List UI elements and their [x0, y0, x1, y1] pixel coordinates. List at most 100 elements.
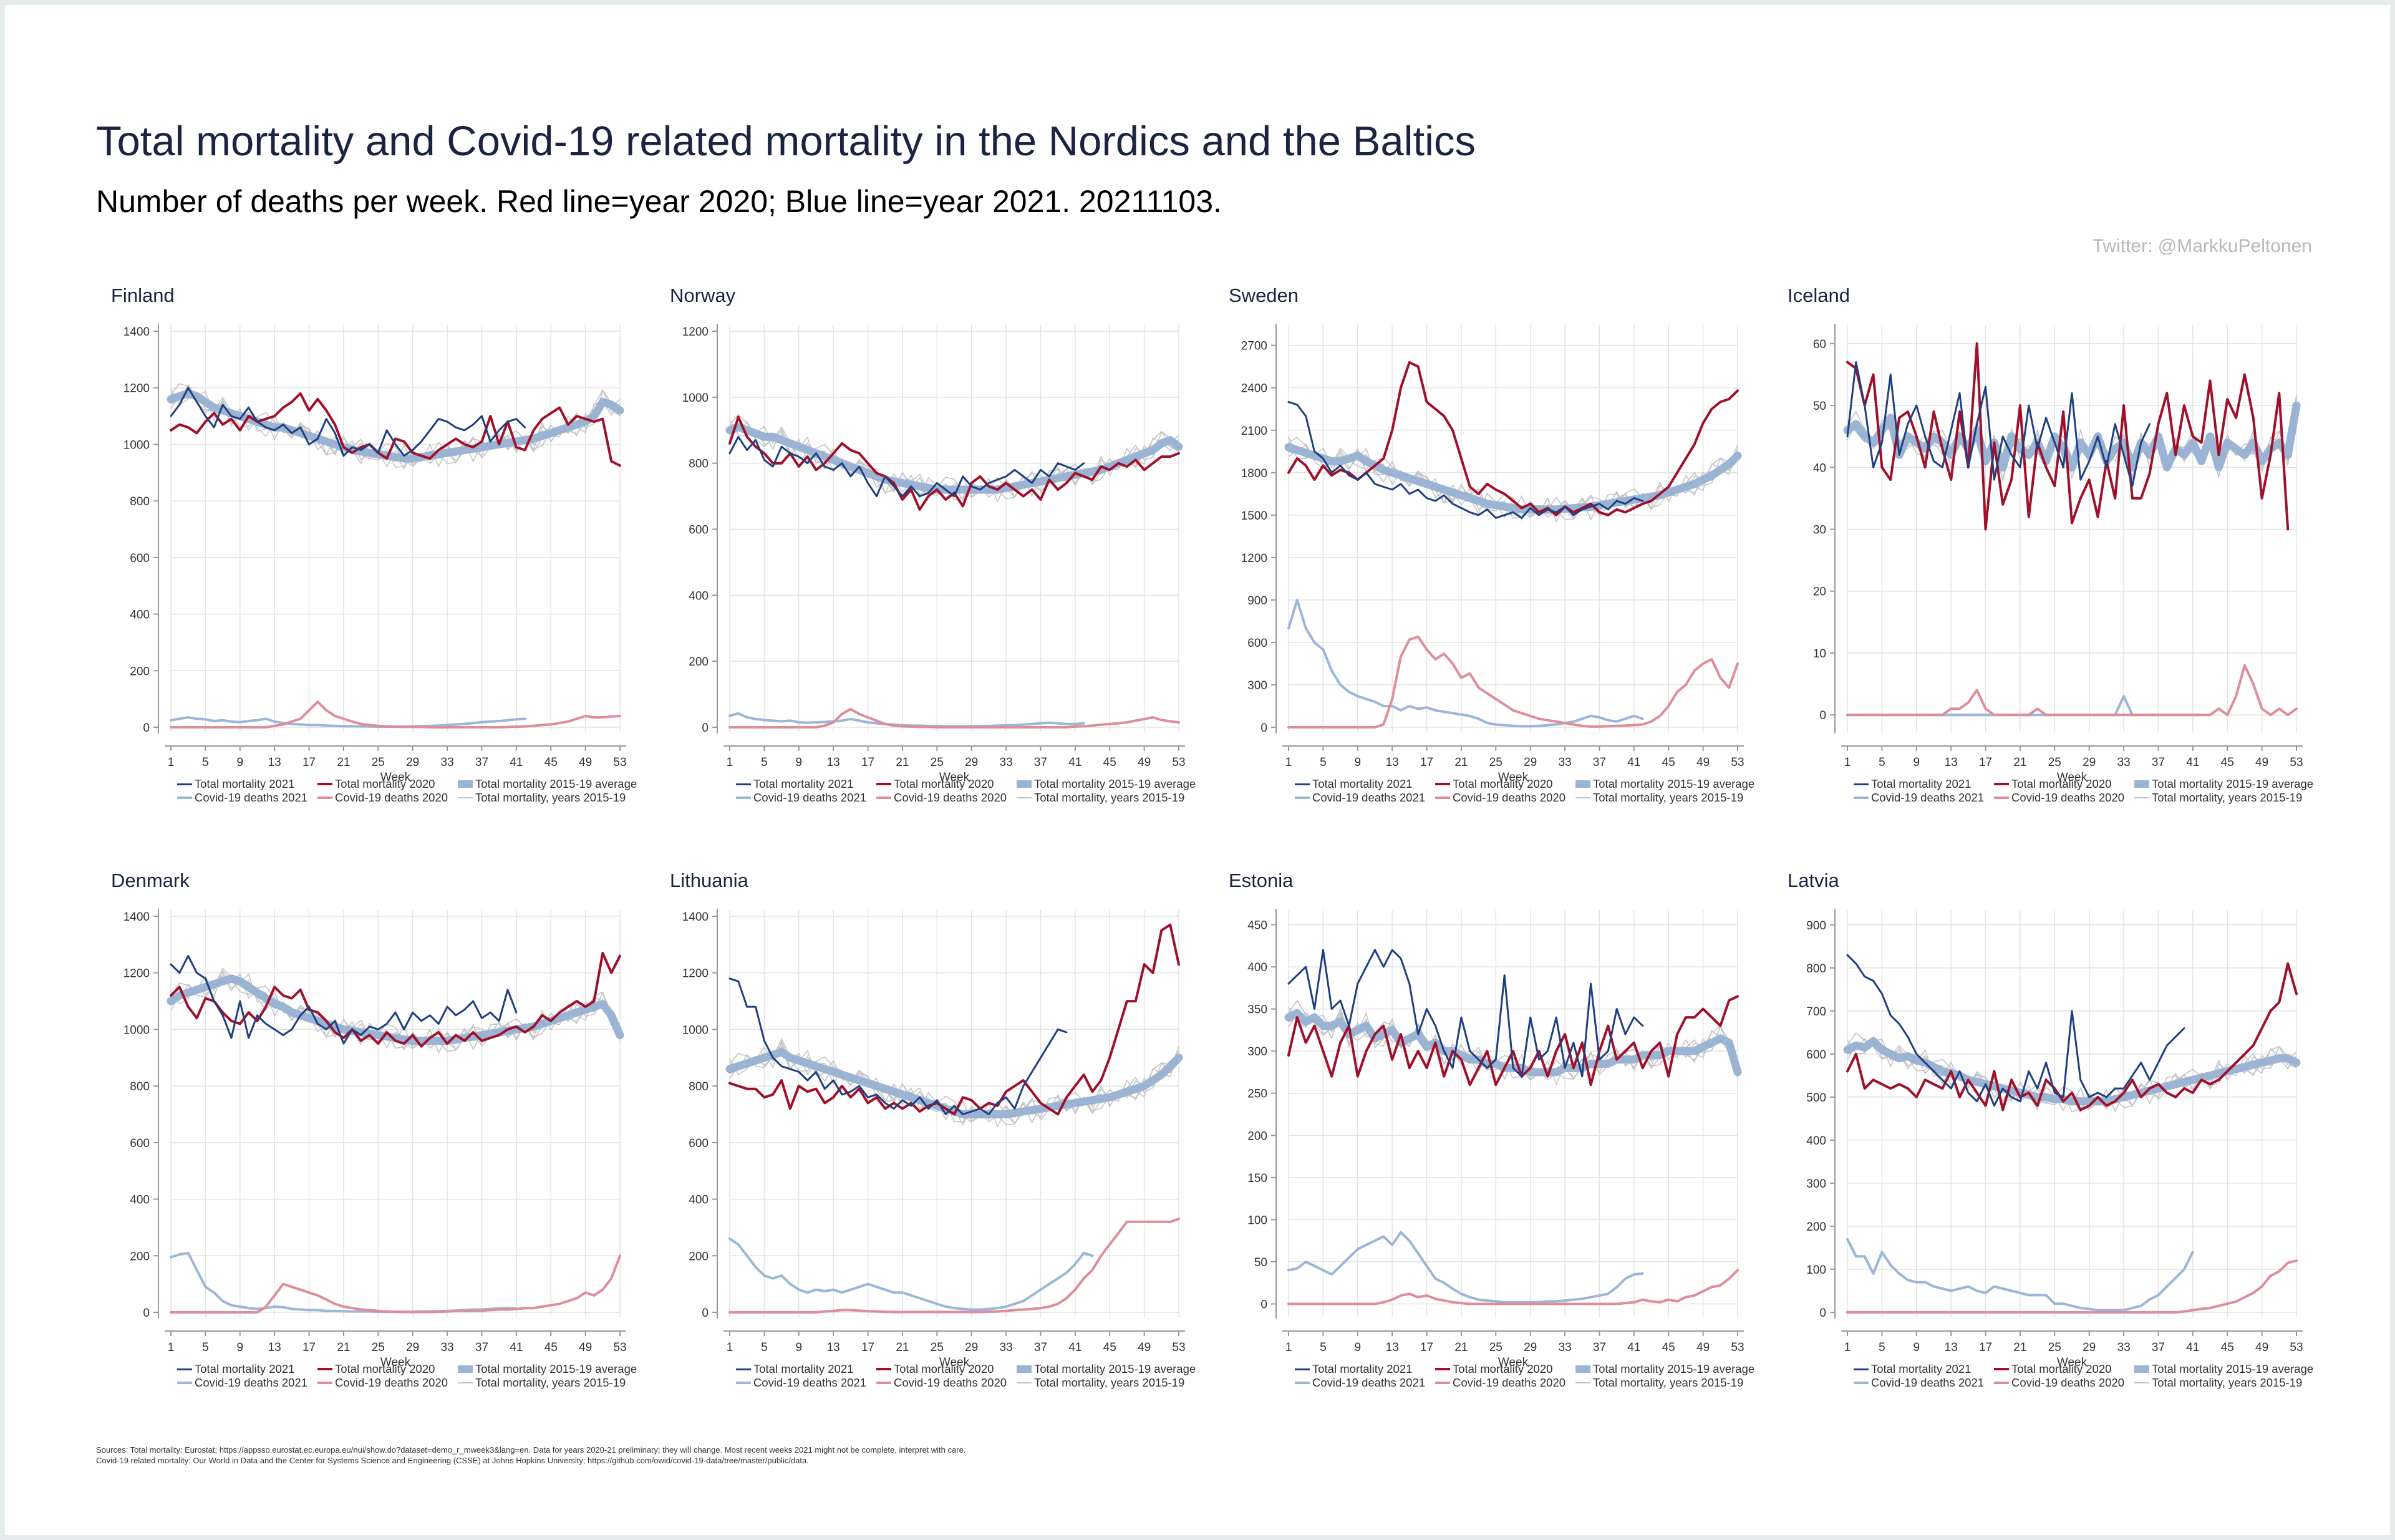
line-year-2015-19	[1288, 437, 1738, 520]
line-year-2015-19	[170, 976, 621, 1052]
chart-title: Norway	[670, 284, 736, 306]
axes: 0 200 400 600 800 1000 1200 1400 1 5 9 13 17 21 25 29 33…	[123, 909, 627, 1369]
legend-label: Total mortality 2015-19 average	[1593, 1362, 1755, 1375]
x-axis-label: Week	[1498, 1356, 1529, 1369]
y-tick-label: 800	[689, 458, 709, 471]
chart-panel-latvia: 0 100 200 300 400 500 600 700 800 900 1 5 9 13 17 21 25 2…	[1773, 869, 2321, 1412]
x-tick-label: 13	[268, 756, 281, 769]
x-tick-label: 29	[2083, 1341, 2096, 1354]
series-line-total-mortality-2015-19-average	[167, 389, 624, 463]
x-tick-label: 21	[1454, 1341, 1468, 1354]
x-tick-label: 1	[168, 756, 175, 769]
series-line-covid-19-deaths-2021	[728, 1237, 1094, 1311]
legend-swatch	[1994, 1382, 2009, 1384]
chart-legend: Total mortality 2021 Total mortality 2020…	[177, 777, 651, 805]
legend-swatch	[736, 1368, 751, 1370]
y-tick-label: 0	[1260, 1298, 1267, 1311]
legend-item-covid-2020: Covid-19 deaths 2020	[317, 791, 458, 805]
x-tick-label: 49	[1138, 1341, 1151, 1354]
legend-label: Covid-19 deaths 2021	[195, 1376, 308, 1389]
legend-row: Total mortality 2021 Total mortality 2020…	[1854, 1362, 2328, 1376]
x-tick-label: 49	[1696, 1341, 1710, 1354]
series-line-total-mortality-2021	[170, 387, 526, 457]
legend-swatch	[1435, 1382, 1450, 1384]
legend-item-avg-2015-19: Total mortality 2015-19 average	[2134, 1362, 2328, 1376]
legend-swatch	[317, 783, 332, 785]
chart-svg-latvia: 0 100 200 300 400 500 600 700 800 900 1 5 9 13 17 21 25 2…	[1806, 909, 2303, 1369]
series-line-covid-19-deaths-2020	[170, 1254, 621, 1314]
series-line-total-mortality-2020	[170, 952, 621, 1048]
legend-item-covid-2020: Covid-19 deaths 2020	[1994, 1376, 2134, 1390]
x-tick-label: 21	[2013, 756, 2026, 769]
x-tick-label: 53	[1731, 1341, 1744, 1354]
y-tick-label: 1000	[123, 1024, 150, 1037]
legend-item-covid-2021: Covid-19 deaths 2021	[1854, 791, 1994, 805]
gridlines	[1847, 325, 2297, 732]
series-line-covid-19-deaths-2021	[1287, 1231, 1644, 1304]
legend-label: Covid-19 deaths 2020	[1453, 791, 1566, 804]
legend-label: Total mortality 2021	[195, 1362, 295, 1375]
line-year-2015-19	[729, 414, 1179, 500]
legend-swatch	[876, 797, 891, 799]
x-tick-label: 9	[795, 756, 802, 769]
x-tick-label: 45	[2221, 756, 2234, 769]
series-line-covid-19-deaths-2020	[728, 707, 1180, 729]
legend-item-covid-2021: Covid-19 deaths 2021	[736, 791, 876, 805]
x-tick-label: 25	[931, 1341, 944, 1354]
legend-label: Total mortality 2015-19 average	[475, 1362, 637, 1375]
y-tick-label: 350	[1247, 1004, 1267, 1017]
chart-panel-denmark: 0 200 400 600 800 1000 1200 1400 1 5 9 13 17 21 25 29 33…	[96, 869, 645, 1412]
y-tick-label: 1800	[1241, 467, 1267, 480]
legend-swatch	[1575, 1382, 1590, 1383]
legend-swatch	[1295, 1368, 1310, 1370]
y-tick-label: 200	[130, 1250, 150, 1263]
line-year-2015-19	[729, 1047, 1179, 1126]
page-title: Total mortality and Covid-19 related mor…	[96, 118, 1476, 165]
x-tick-label: 9	[1913, 756, 1920, 769]
x-tick-label: 37	[475, 756, 488, 769]
y-tick-label: 50	[1254, 1256, 1267, 1269]
legend-item-years-2015-19: Total mortality, years 2015-19	[458, 1376, 651, 1390]
y-tick-label: 150	[1247, 1172, 1267, 1185]
legend-item-years-2015-19: Total mortality, years 2015-19	[458, 791, 651, 805]
legend-swatch	[458, 1382, 473, 1383]
legend-row: Total mortality 2021 Total mortality 2020…	[1854, 777, 2328, 791]
chart-legend: Total mortality 2021 Total mortality 2020…	[1295, 1362, 1769, 1390]
legend-label: Total mortality 2020	[894, 777, 994, 790]
y-tick-label: 600	[689, 524, 709, 537]
x-tick-label: 37	[1034, 756, 1047, 769]
chart-title: Finland	[111, 284, 175, 306]
x-tick-label: 49	[1138, 756, 1151, 769]
legend-row: Total mortality 2021 Total mortality 2020…	[1295, 777, 1769, 791]
x-tick-label: 25	[931, 756, 944, 769]
legend-swatch	[2134, 780, 2149, 788]
legend-swatch	[1435, 783, 1450, 785]
legend-row: Covid-19 deaths 2021 Covid-19 deaths 2020…	[177, 791, 651, 805]
x-tick-label: 13	[1945, 1341, 1958, 1354]
legend-row: Covid-19 deaths 2021 Covid-19 deaths 2020…	[1295, 791, 1769, 805]
x-tick-label: 29	[965, 1341, 978, 1354]
page-frame: Total mortality and Covid-19 related mor…	[5, 5, 2390, 1535]
series-line-total-mortality-2021	[1287, 949, 1644, 1078]
legend-row: Covid-19 deaths 2021 Covid-19 deaths 2020…	[1854, 791, 2328, 805]
axes: 0 10 20 30 40 50 60 1 5 9 13 17 21 25 29 33 37 41 45 49 53 We…	[1813, 324, 2303, 784]
x-axis-label: Week	[1498, 771, 1529, 784]
x-tick-label: 33	[2117, 756, 2131, 769]
x-tick-label: 25	[2048, 1341, 2061, 1354]
y-tick-label: 900	[1806, 919, 1826, 932]
legend-label: Total mortality 2020	[894, 1362, 994, 1375]
legend-label: Total mortality 2015-19 average	[475, 777, 637, 790]
x-tick-label: 1	[1285, 756, 1292, 769]
y-tick-label: 200	[689, 1250, 709, 1263]
series-line-total-mortality-2015-19-average	[1284, 443, 1742, 514]
y-tick-label: 600	[1806, 1048, 1826, 1062]
x-tick-label: 29	[406, 1341, 419, 1354]
x-tick-label: 13	[1945, 756, 1958, 769]
legend-row: Total mortality 2021 Total mortality 2020…	[1295, 1362, 1769, 1376]
legend-row: Covid-19 deaths 2021 Covid-19 deaths 2020…	[1295, 1376, 1769, 1390]
chart-legend: Total mortality 2021 Total mortality 2020…	[1295, 777, 1769, 805]
x-tick-label: 21	[1454, 756, 1468, 769]
chart-legend: Total mortality 2021 Total mortality 2020…	[736, 777, 1210, 805]
x-axis-label: Week	[939, 1356, 970, 1369]
x-tick-label: 21	[337, 756, 350, 769]
